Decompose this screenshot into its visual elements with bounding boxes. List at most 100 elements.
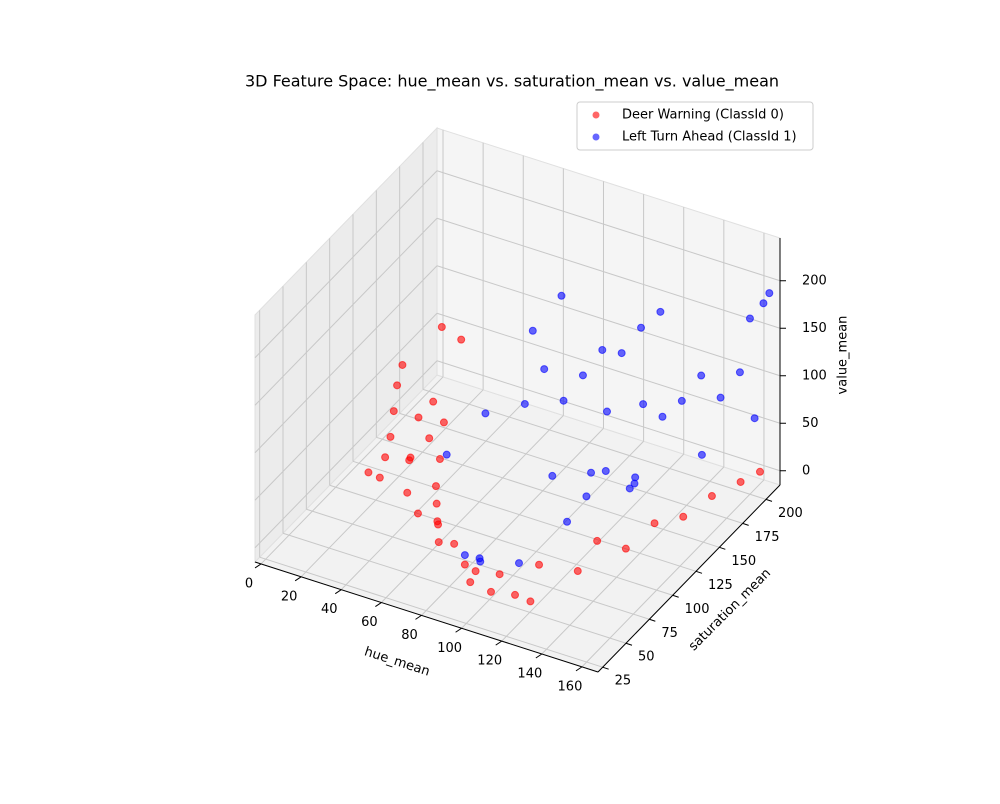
grid-line [260, 376, 444, 565]
point [429, 397, 438, 406]
x-tick-label: 20 [281, 589, 298, 604]
grid-line [541, 466, 725, 655]
point [386, 432, 395, 441]
point [364, 468, 373, 477]
grid-line [436, 170, 781, 282]
x-axis-label: hue_mean [362, 644, 431, 679]
x-axis [254, 561, 599, 673]
point [481, 409, 490, 418]
point [535, 560, 544, 569]
point [716, 393, 725, 402]
grid-line [282, 532, 627, 644]
tick-mark [672, 594, 679, 598]
legend-box [576, 101, 814, 151]
point [425, 434, 434, 443]
x-tick-label: 40 [321, 602, 338, 617]
grid-line [300, 389, 484, 578]
z-tick-label: 150 [802, 321, 827, 336]
point [403, 488, 412, 497]
point [621, 544, 630, 553]
point [398, 360, 407, 369]
point [697, 450, 706, 459]
legend-label: Deer Warning (ClassId 0) [622, 108, 784, 123]
point [476, 557, 485, 566]
point [736, 477, 745, 486]
point [578, 371, 587, 380]
grid-line [399, 412, 743, 524]
point [460, 560, 469, 569]
z-tick-label: 200 [802, 273, 827, 288]
grid-line [581, 479, 765, 668]
point [466, 578, 475, 587]
grid-line [436, 217, 781, 329]
point [375, 473, 384, 482]
point [405, 456, 414, 465]
tick-mark [294, 576, 302, 582]
point [442, 450, 451, 459]
point [656, 307, 665, 316]
point [637, 323, 646, 332]
grid-line [254, 170, 438, 359]
tick-mark [254, 563, 262, 569]
point [450, 539, 459, 548]
point [414, 413, 423, 422]
point [745, 314, 754, 323]
x-tick-label: 160 [558, 679, 583, 694]
tick-mark [334, 589, 342, 595]
point [679, 512, 688, 521]
tick-mark [455, 627, 462, 633]
y-tick-label: 100 [685, 602, 710, 617]
tick-mark [742, 522, 749, 526]
tick-mark [649, 618, 656, 622]
grid-line [376, 436, 720, 548]
point [557, 291, 566, 300]
point [601, 466, 610, 475]
point [697, 371, 706, 380]
tick-mark [575, 666, 583, 672]
z-tick-label: 50 [802, 416, 819, 431]
legend-marker [592, 111, 600, 119]
z-tick-label: 100 [802, 368, 827, 383]
point [617, 349, 626, 358]
tick-mark [375, 602, 382, 607]
x-tick-label: 80 [401, 628, 418, 643]
point [389, 407, 398, 416]
point [486, 587, 495, 596]
tick-mark [535, 653, 543, 659]
tick-mark [765, 498, 773, 502]
point [755, 467, 764, 476]
point [603, 407, 612, 416]
point [511, 590, 520, 599]
legend-label: Left Turn Ahead (ClassId 1) [622, 130, 797, 145]
z-axis-label: value_mean [836, 316, 851, 395]
point [457, 335, 466, 344]
point [677, 396, 686, 405]
point [759, 299, 768, 308]
point [582, 492, 591, 501]
y-tick-label: 125 [708, 578, 733, 593]
x-tick-label: 60 [361, 615, 378, 630]
grid-line [436, 265, 781, 377]
y-tick-label: 50 [638, 650, 655, 665]
z-tick-label: 0 [802, 463, 810, 478]
point [526, 597, 535, 606]
grid-line [436, 312, 781, 424]
point [625, 484, 634, 493]
y-tick-label: 175 [755, 530, 780, 545]
tick-mark [695, 570, 703, 574]
point [460, 551, 469, 560]
x-tick-label: 0 [245, 576, 253, 591]
point [434, 520, 443, 529]
tick-mark [625, 642, 633, 646]
point [598, 345, 607, 354]
point [435, 455, 444, 464]
point [639, 400, 648, 409]
grid-line [501, 453, 685, 642]
point [439, 418, 448, 427]
point [593, 536, 602, 545]
point [434, 538, 443, 547]
grid-line [381, 415, 564, 603]
grid-line [340, 402, 524, 591]
point [658, 412, 667, 421]
